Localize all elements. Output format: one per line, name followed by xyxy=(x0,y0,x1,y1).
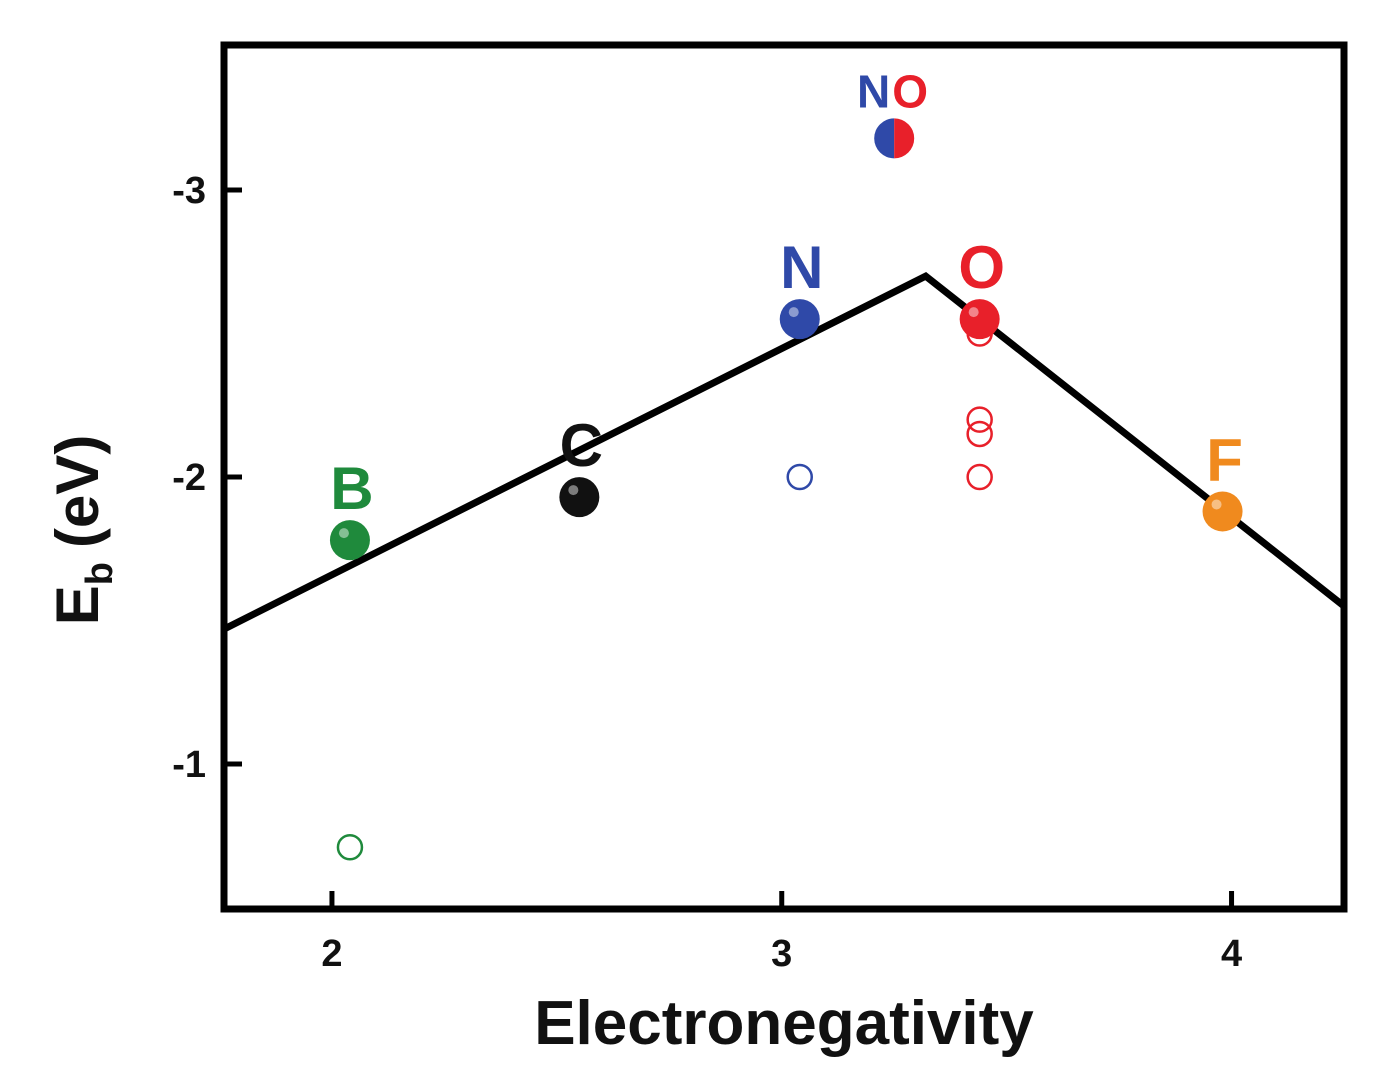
x-tick-label: 2 xyxy=(321,933,342,975)
dual-point-label-right: O xyxy=(892,65,928,117)
y-tick-label: -2 xyxy=(172,457,206,499)
point-highlight xyxy=(338,528,349,539)
x-tick-label: 3 xyxy=(771,933,792,975)
y-axis-title-unit: (eV) xyxy=(44,435,111,548)
y-axis-title-sub: b xyxy=(79,562,121,585)
trend-line xyxy=(222,271,1347,633)
dual-point-label-left: N xyxy=(857,65,890,117)
x-tick-label: 4 xyxy=(1221,933,1242,975)
point-label: O xyxy=(958,234,1005,301)
open-point xyxy=(966,406,993,433)
x-axis-title: Electronegativity xyxy=(534,989,1034,1058)
y-axis-title-main: E xyxy=(44,585,111,625)
open-points xyxy=(336,320,993,861)
open-point xyxy=(786,463,813,491)
point-highlight xyxy=(1211,499,1222,510)
point-label: N xyxy=(780,234,823,301)
point-label: F xyxy=(1206,426,1243,493)
y-axis-title: Eb (eV) xyxy=(44,435,121,626)
open-point xyxy=(966,420,993,448)
filled-point xyxy=(959,299,1000,340)
filled-point xyxy=(1202,491,1243,532)
y-tick-label: -3 xyxy=(172,170,206,212)
point-highlight xyxy=(568,485,579,496)
filled-points: B C N O F xyxy=(329,234,1243,561)
x-axis-ticks: 2 3 4 xyxy=(321,891,1242,975)
point-highlight xyxy=(968,307,979,318)
dual-point-left-half xyxy=(874,118,895,159)
point-label: B xyxy=(330,455,373,522)
dual-point-right-half xyxy=(894,118,915,159)
filled-point xyxy=(559,477,600,518)
filled-point xyxy=(329,520,370,561)
open-point xyxy=(336,833,364,861)
point-highlight xyxy=(788,307,799,318)
point-label: C xyxy=(560,412,603,479)
y-tick-label: -1 xyxy=(172,744,206,786)
filled-point xyxy=(779,299,820,340)
y-axis-ticks: -3 -2 -1 xyxy=(172,170,242,786)
open-point xyxy=(966,463,993,491)
